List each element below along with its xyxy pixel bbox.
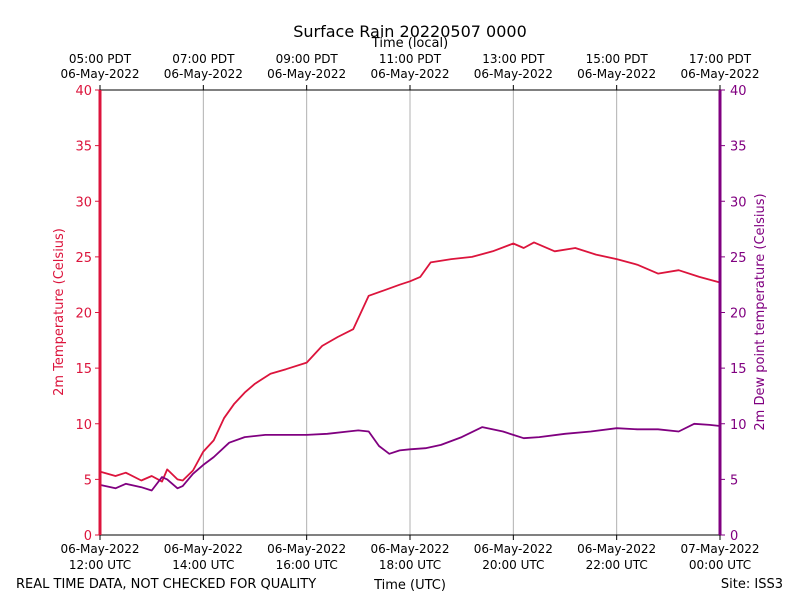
x-tick-label-bottom-time: 00:00 UTC [689, 558, 751, 572]
y-tick-label-right: 0 [730, 529, 738, 544]
x-tick-label-bottom-date: 06-May-2022 [164, 542, 243, 556]
y-tick-label-left: 20 [75, 307, 92, 322]
x-tick-label-bottom-time: 12:00 UTC [69, 558, 131, 572]
footer-quality-note: REAL TIME DATA, NOT CHECKED FOR QUALITY [16, 577, 316, 592]
x-tick-label-bottom-date: 06-May-2022 [370, 542, 449, 556]
y-tick-label-left: 10 [75, 418, 92, 433]
y-tick-label-right: 5 [730, 473, 738, 488]
y-tick-label-right: 10 [730, 418, 747, 433]
x-tick-label-top-date: 06-May-2022 [680, 67, 759, 81]
y-axis-label-left: 2m Temperature (Celsius) [52, 228, 67, 396]
chart-title: Surface Rain 20220507 0000 [293, 22, 527, 41]
x-tick-label-top-date: 06-May-2022 [267, 67, 346, 81]
bottom-axis-ticks: 06-May-2022 12:00 UTC 06-May-2022 14:00 UTC… [60, 535, 760, 572]
x-tick-label-top-time: 07:00 PDT [172, 52, 235, 66]
vertical-gridlines [202, 90, 618, 535]
y-tick-label-left: 30 [75, 195, 92, 210]
x-tick-label-top-time: 09:00 PDT [276, 52, 339, 66]
x-tick-label-bottom-date: 06-May-2022 [474, 542, 553, 556]
footer-site-label: Site: ISS3 [721, 577, 783, 592]
x-tick-label-top-time: 05:00 PDT [69, 52, 132, 66]
x-tick-label-top-date: 06-May-2022 [577, 67, 656, 81]
y-tick-label-left: 0 [84, 529, 92, 544]
y-axis-label-right: 2m Dew point temperature (Celsius) [753, 193, 768, 430]
y-tick-label-left: 15 [75, 362, 92, 377]
y-tick-label-left: 25 [75, 251, 92, 266]
x-tick-label-top-date: 06-May-2022 [60, 67, 139, 81]
x-tick-label-bottom-time: 14:00 UTC [172, 558, 234, 572]
series-line-dewpoint [99, 422, 721, 492]
x-tick-label-top-time: 15:00 PDT [586, 52, 649, 66]
x-tick-label-bottom-time: 18:00 UTC [379, 558, 441, 572]
x-tick-label-bottom-date: 07-May-2022 [680, 542, 759, 556]
x-tick-label-top-time: 11:00 PDT [379, 52, 442, 66]
x-axis-label: Time (UTC) [373, 578, 446, 593]
y-tick-label-right: 35 [730, 140, 747, 155]
y-tick-label-left: 35 [75, 140, 92, 155]
x-tick-label-top-time: 13:00 PDT [482, 52, 545, 66]
series-group [99, 241, 721, 492]
x-tick-label-bottom-time: 20:00 UTC [482, 558, 544, 572]
top-axis-label: Time (local) [371, 36, 448, 51]
x-tick-label-bottom-date: 06-May-2022 [267, 542, 346, 556]
right-axis-ticks: 0 5 10 15 20 25 30 35 40 [720, 84, 747, 544]
y-tick-label-right: 25 [730, 251, 747, 266]
x-tick-label-bottom-time: 16:00 UTC [276, 558, 338, 572]
y-tick-label-left: 5 [84, 473, 92, 488]
x-tick-label-bottom-date: 06-May-2022 [60, 542, 139, 556]
x-tick-label-bottom-time: 22:00 UTC [586, 558, 648, 572]
y-tick-label-right: 20 [730, 307, 747, 322]
left-axis-ticks: 0 5 10 15 20 25 30 35 40 [75, 84, 100, 544]
y-tick-label-right: 40 [730, 84, 747, 99]
x-tick-label-top-date: 06-May-2022 [370, 67, 449, 81]
series-line-temperature [99, 241, 721, 483]
x-tick-label-top-time: 17:00 PDT [689, 52, 752, 66]
y-tick-label-right: 15 [730, 362, 747, 377]
x-tick-label-top-date: 06-May-2022 [164, 67, 243, 81]
x-tick-label-top-date: 06-May-2022 [474, 67, 553, 81]
x-tick-label-bottom-date: 06-May-2022 [577, 542, 656, 556]
y-tick-label-left: 40 [75, 84, 92, 99]
y-tick-label-right: 30 [730, 195, 747, 210]
